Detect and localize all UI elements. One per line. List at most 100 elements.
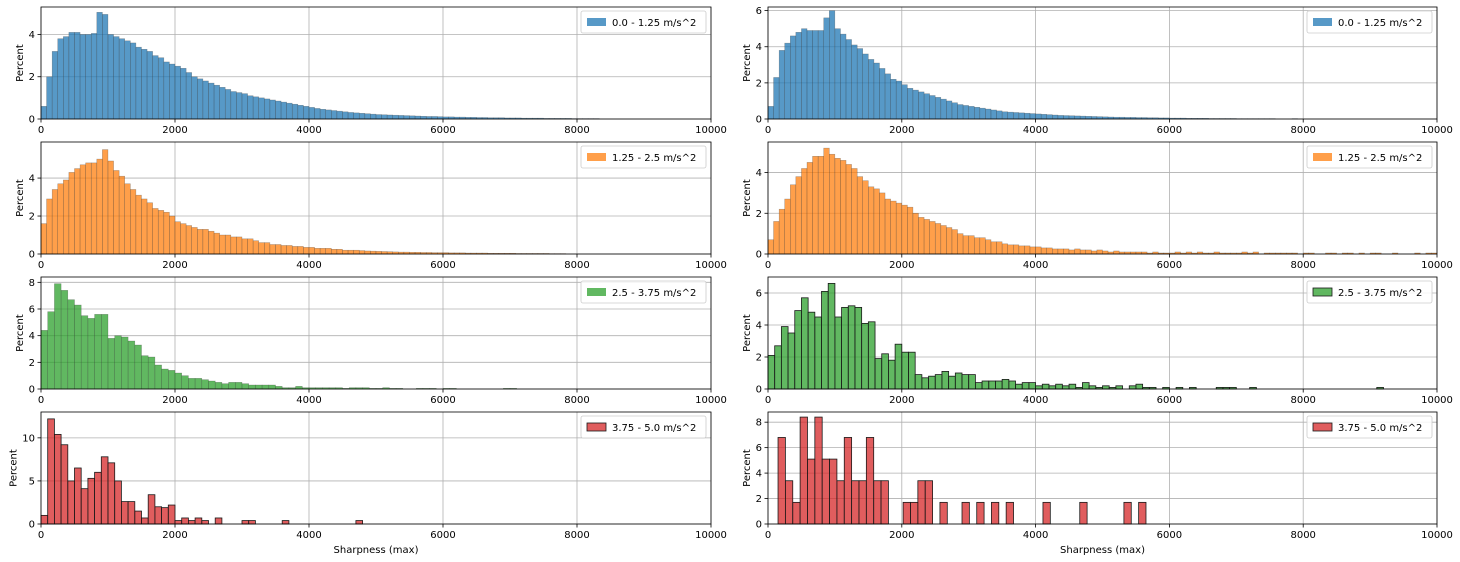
histogram-bar (868, 59, 875, 120)
histogram-bar (94, 471, 102, 525)
histogram-bar (918, 91, 925, 120)
histogram-bar (1028, 382, 1037, 390)
histogram-bar (841, 306, 849, 390)
histogram-bar (1040, 114, 1047, 120)
histogram-bar (87, 318, 95, 390)
histogram-bar (856, 48, 864, 120)
y-tick-label: 6 (756, 443, 762, 454)
histogram-bar (901, 351, 909, 390)
histogram-bar (894, 343, 903, 390)
legend-label: 3.75 - 5.0 m/s^2 (1338, 423, 1422, 434)
x-tick-label: 4000 (296, 260, 321, 271)
y-tick-label: 0 (756, 115, 762, 126)
histogram-bar (40, 514, 49, 525)
histogram-bar (113, 170, 120, 255)
histogram-bar (281, 520, 290, 525)
legend-swatch (1312, 422, 1333, 432)
histogram-bar (1007, 111, 1014, 120)
histogram-bar (258, 97, 265, 120)
histogram-bar (359, 113, 366, 120)
histogram-bar (241, 383, 249, 390)
histogram-bar (174, 221, 181, 255)
x-tick-label: 4000 (296, 530, 321, 541)
legend-box (580, 280, 707, 304)
histogram-bar (858, 480, 867, 525)
histogram-bar (85, 162, 92, 255)
histogram-bar (996, 241, 1003, 255)
histogram-bar (79, 34, 86, 120)
y-axis-label: Percent (742, 44, 753, 82)
histogram-bar (202, 80, 209, 120)
histogram-bar (895, 202, 903, 255)
histogram-bar (127, 501, 136, 525)
y-tick-label: 4 (756, 42, 762, 53)
histogram-bar (292, 103, 299, 120)
histogram-bar (57, 38, 64, 120)
histogram-bar (181, 517, 189, 525)
y-tick-label: 2 (756, 353, 762, 364)
histogram-bar (923, 93, 930, 120)
histogram-bar (269, 244, 276, 255)
histogram-bar (158, 210, 165, 255)
histogram-bar (1068, 383, 1077, 390)
legend-swatch (586, 422, 607, 432)
histogram-panel-right-3: 0 2000 4000 6000 8000 10000 0 2 4 6 Percent 2.5 - 3… (742, 276, 1453, 406)
histogram-bar (1128, 385, 1137, 390)
histogram-bar (208, 82, 215, 120)
histogram-bar (375, 114, 382, 120)
histogram-bar (40, 106, 47, 120)
histogram-bar (74, 168, 81, 255)
legend-box (1306, 10, 1433, 34)
histogram-bar (990, 109, 997, 120)
histogram-bar (1029, 113, 1036, 120)
histogram-bar (1057, 115, 1064, 120)
x-tick-label: 2000 (889, 530, 914, 541)
histogram-bar (94, 314, 102, 390)
histogram-bar (884, 198, 891, 255)
x-tick-label: 0 (765, 395, 771, 406)
histogram-bar (806, 162, 813, 255)
y-tick-label: 2 (29, 358, 35, 369)
histogram-bar (1102, 250, 1109, 255)
histogram-bar (851, 44, 858, 120)
x-tick-label: 0 (765, 125, 771, 136)
histogram-bar (957, 233, 964, 255)
histogram-bar (968, 374, 976, 390)
histogram-bar (403, 115, 410, 120)
axes-frame (767, 141, 1438, 255)
legend-swatch (1313, 18, 1332, 26)
x-axis-label: Sharpness (max) (334, 545, 419, 556)
legend-label: 0.0 - 1.25 m/s^2 (1338, 18, 1422, 29)
histogram-bar (247, 238, 254, 255)
histogram-bar (248, 520, 256, 525)
x-tick-label: 4000 (296, 395, 321, 406)
histogram-bar (168, 370, 176, 390)
x-tick-label: 0 (765, 530, 771, 541)
histogram-bar (847, 305, 856, 390)
histogram-bar (68, 32, 75, 120)
histogram-bar (248, 384, 256, 390)
histogram-bar (948, 375, 956, 390)
histogram-bar (935, 97, 942, 120)
histogram-bar (812, 30, 819, 120)
x-tick-label: 4000 (296, 125, 321, 136)
histogram-bar (158, 57, 165, 120)
histogram-bar (974, 237, 981, 255)
histogram-bar (1046, 247, 1053, 255)
histogram-bar (794, 310, 802, 390)
histogram-bar (780, 326, 789, 390)
histogram-bar (821, 290, 829, 390)
histogram-bar (968, 106, 975, 120)
y-tick-label: 8 (29, 278, 35, 289)
histogram-bar (940, 98, 947, 120)
histogram-bar (907, 206, 914, 255)
histogram-bar (314, 108, 321, 120)
x-tick-label: 8000 (1290, 260, 1315, 271)
x-tick-label: 0 (765, 260, 771, 271)
histogram-bar (269, 99, 276, 120)
histogram-bar (67, 299, 75, 390)
histogram-bar (784, 198, 791, 255)
legend-swatch (587, 288, 606, 296)
histogram-bar (1079, 249, 1086, 255)
